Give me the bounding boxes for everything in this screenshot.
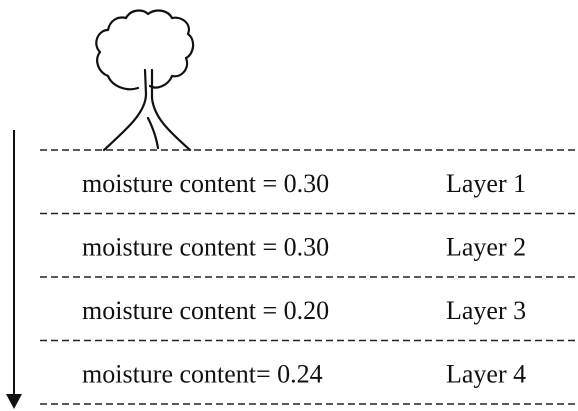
- moisture-content: moisture content= 0.24: [82, 360, 323, 389]
- layer-name: Layer 3: [446, 296, 526, 325]
- moisture-content: moisture content = 0.20: [82, 296, 329, 325]
- moisture-content: moisture content = 0.30: [82, 233, 329, 262]
- tree: [95, 9, 195, 152]
- tree-crown: [95, 9, 195, 91]
- layer-name: Layer 4: [446, 360, 526, 389]
- layer-name: Layer 2: [446, 233, 526, 262]
- layers: moisture content = 0.30 Layer 1 moisture c…: [40, 149, 578, 405]
- arrow-head: [6, 394, 22, 409]
- moisture-content: moisture content = 0.30: [82, 169, 329, 198]
- tree-trunk: [102, 68, 192, 152]
- layer-name: Layer 1: [446, 169, 526, 198]
- depth-arrow: [6, 130, 22, 409]
